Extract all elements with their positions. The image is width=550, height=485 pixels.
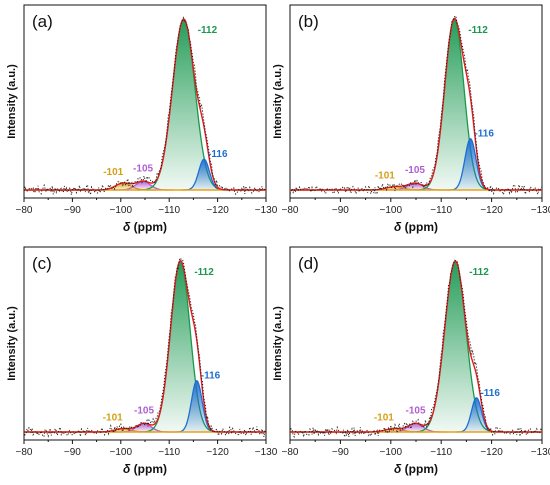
panel-0: −80 −90 −100 −110 −120 −130 δ (ppm) Intensity (… [6, 4, 278, 234]
x-tick-label: −100 [380, 447, 403, 458]
peak-fill--112 [410, 261, 500, 432]
x-tick-label: −120 [480, 447, 503, 458]
panel-1: −80 −90 −100 −110 −120 −130 δ (ppm) Intensity (… [272, 4, 550, 234]
x-tick-label: −130 [255, 205, 278, 216]
peak-fill--105 [383, 183, 447, 190]
y-axis-label: Intensity (a.u.) [6, 306, 18, 381]
x-tick-label: −80 [282, 447, 299, 458]
peak-fill--116 [447, 138, 494, 190]
peak-label--112: -112 [469, 267, 489, 278]
x-tick-label: −110 [158, 447, 180, 458]
peak-fill--116 [181, 159, 227, 190]
peak-label--112: -112 [194, 267, 214, 278]
peak-fill--112 [136, 19, 231, 190]
x-axis-label: δ (ppm) [123, 220, 167, 234]
x-tick-label: −100 [380, 205, 403, 216]
peak-label--116: -116 [474, 129, 494, 140]
x-axis-unit: (ppm) [130, 220, 167, 234]
x-tick-label: −130 [531, 447, 550, 458]
raw-spectrum [23, 16, 267, 196]
x-axis-unit: (ppm) [401, 220, 438, 234]
peak-fill--105 [113, 423, 175, 432]
peak-label--116: -116 [208, 149, 228, 160]
peak-label--101: -101 [103, 413, 123, 424]
x-axis-unit: (ppm) [401, 462, 438, 476]
fit-curve [24, 18, 266, 191]
x-axis-symbol: δ [394, 462, 402, 476]
peak-fill--112 [139, 261, 221, 432]
x-tick-label: −120 [206, 447, 229, 458]
peak-label--105: -105 [134, 405, 154, 416]
panel-3: −80 −90 −100 −110 −120 −130 δ (ppm) Intensity (… [272, 246, 550, 476]
peak-label--105: -105 [133, 163, 153, 174]
x-axis-label: δ (ppm) [394, 462, 438, 476]
y-axis-label: Intensity (a.u.) [272, 306, 284, 381]
peak-label--101: -101 [374, 413, 394, 424]
x-tick-label: −100 [110, 447, 133, 458]
peak-fill--105 [112, 181, 174, 190]
y-axis-label: Intensity (a.u.) [272, 64, 284, 139]
peak-fill--105 [383, 423, 448, 432]
x-tick-label: −120 [480, 205, 503, 216]
x-tick-label: −90 [64, 205, 81, 216]
peak-label--112: -112 [468, 25, 488, 36]
panel-label: (d) [298, 254, 319, 273]
x-tick-label: −110 [158, 205, 180, 216]
peak-label--105: -105 [405, 165, 425, 176]
x-axis-symbol: δ [123, 462, 131, 476]
x-axis-symbol: δ [394, 220, 402, 234]
peak-fill--112 [414, 19, 495, 190]
x-tick-label: −80 [16, 205, 33, 216]
x-tick-label: −90 [332, 447, 349, 458]
x-axis-symbol: δ [123, 220, 131, 234]
x-tick-label: −110 [430, 447, 452, 458]
peak-label--105: -105 [405, 405, 425, 416]
raw-spectrum [289, 259, 543, 439]
fit-curve [290, 260, 542, 433]
y-axis-label: Intensity (a.u.) [6, 64, 18, 139]
x-tick-label: −80 [282, 205, 299, 216]
x-tick-label: −130 [255, 447, 278, 458]
x-tick-label: −100 [110, 205, 133, 216]
x-tick-label: −90 [64, 447, 81, 458]
x-axis-label: δ (ppm) [123, 462, 167, 476]
x-tick-label: −90 [332, 205, 349, 216]
peak-fill--101 [90, 183, 156, 190]
x-axis-unit: (ppm) [130, 462, 167, 476]
x-tick-label: −80 [16, 447, 33, 458]
peak-fill--116 [174, 380, 220, 432]
peak-label--116: -116 [480, 388, 500, 399]
x-axis-label: δ (ppm) [394, 220, 438, 234]
peak-label--116: -116 [201, 371, 221, 382]
peak-label--101: -101 [375, 171, 395, 182]
panel-2: −80 −90 −100 −110 −120 −130 δ (ppm) Intensity (… [6, 246, 278, 476]
panel-label: (c) [32, 254, 52, 273]
peak-curve--116 [174, 379, 220, 433]
raw-spectrum [289, 14, 543, 196]
x-tick-label: −120 [206, 205, 229, 216]
peak-label--101: -101 [103, 167, 123, 178]
x-tick-label: −130 [531, 205, 550, 216]
panel-label: (a) [32, 12, 53, 31]
x-tick-label: −110 [430, 205, 452, 216]
peak-fill--116 [455, 397, 498, 432]
fit-curve [24, 259, 266, 433]
peak-label--112: -112 [198, 25, 218, 36]
panel-label: (b) [298, 12, 319, 31]
